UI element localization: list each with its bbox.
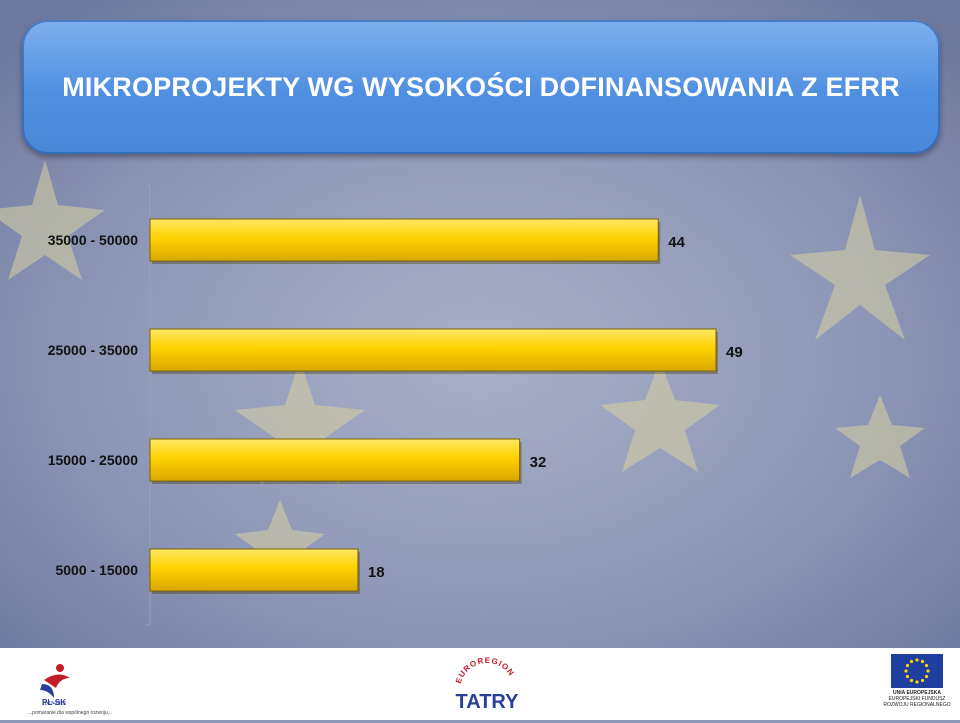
euroregion-name: TATRY (456, 691, 520, 713)
category-label: 35000 - 50000 (48, 232, 139, 248)
eu-star-icon (905, 674, 910, 679)
plsk-program-logo: PL-SK 2007-2013 ...pomaranie dla wspólne… (24, 658, 114, 716)
plsk-emblem-icon: PL-SK (40, 664, 70, 707)
eu-line2: EUROPEJSKI FUNDUSZ (888, 696, 946, 702)
euroregion-tatry-logo: EUROREGION TATRY (452, 656, 522, 718)
eu-flag-icon (891, 654, 943, 688)
bar-4 (149, 548, 359, 592)
category-label: 15000 - 25000 (48, 452, 139, 468)
eu-star-icon (924, 663, 929, 668)
eu-star-icon (920, 678, 925, 683)
eu-star-icon (915, 658, 919, 662)
eu-star-icon (905, 663, 910, 668)
eu-star-icon (909, 659, 914, 664)
bar-2 (149, 328, 717, 372)
eu-line1: UNIA EUROPEJSKA (893, 690, 941, 696)
plsk-logo-text: PL-SK (42, 698, 66, 707)
title-banner: MIKROPROJEKTY WG WYSOKOŚCI DOFINANSOWANI… (22, 20, 940, 154)
svg-text:EUROREGION: EUROREGION (454, 656, 516, 685)
plsk-slogan: ...pomaranie dla wspólnego rozwoju... (28, 710, 112, 716)
eu-star-icon (926, 669, 930, 673)
eu-star-icon (915, 680, 919, 684)
data-label: 32 (530, 454, 547, 471)
bar-1 (149, 218, 659, 262)
euroregion-arc-text: EUROREGION (454, 656, 515, 685)
bar-chart: 35000 - 50000 44 25000 - 35000 49 15000 - 25… (48, 184, 743, 626)
footer: PL-SK 2007-2013 ...pomaranie dla wspólne… (0, 648, 960, 720)
data-label: 44 (668, 234, 685, 251)
category-label: 25000 - 35000 (48, 342, 139, 358)
data-label: 49 (726, 344, 743, 361)
bar-3 (149, 438, 521, 482)
eu-star-icon (924, 674, 929, 679)
plsk-years: 2007-2013 (42, 701, 66, 707)
eu-fund-text: UNIA EUROPEJSKA EUROPEJSKI FUNDUSZ ROZWO… (880, 690, 954, 708)
data-label: 18 (368, 564, 385, 581)
eu-line3: ROZWOJU REGIONALNEGO (883, 702, 951, 708)
eu-star-icon (904, 669, 908, 673)
eu-flag-logo (880, 654, 954, 718)
category-label: 5000 - 15000 (55, 562, 138, 578)
eu-star-icon (909, 678, 914, 683)
chart-title: MIKROPROJEKTY WG WYSOKOŚCI DOFINANSOWANI… (62, 71, 900, 102)
eu-star-icon (920, 659, 925, 664)
